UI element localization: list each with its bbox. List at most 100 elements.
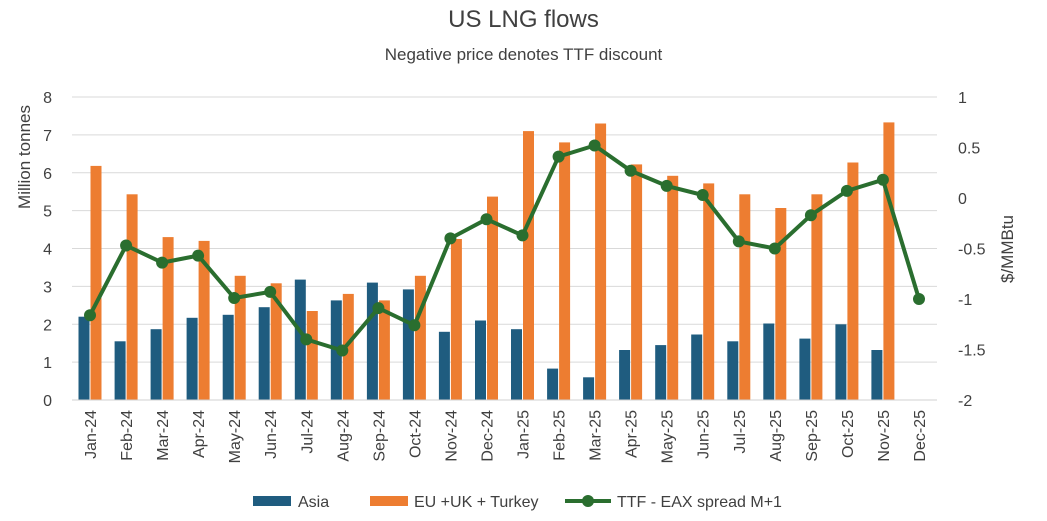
bar-asia-aug-25 [763, 323, 775, 400]
legend: Asia EU +UK + Turkey TTF - EAX spread M+… [253, 494, 782, 511]
chart-title: US LNG flows [448, 6, 599, 33]
spread-point-dec-24 [480, 213, 493, 226]
spread-point-mar-25 [588, 139, 601, 152]
bar-asia-may-24 [222, 314, 234, 400]
bar-asia-may-25 [655, 345, 667, 400]
spread-point-feb-24 [120, 239, 133, 252]
spread-point-jul-25 [732, 235, 745, 248]
x-tick-label: Oct-25 [840, 410, 857, 458]
y2-tick-label: 0 [958, 191, 967, 208]
bar-asia-feb-25 [547, 368, 559, 400]
bar-asia-apr-24 [186, 317, 198, 400]
y-tick-label: 5 [43, 204, 52, 221]
x-tick-label: Aug-24 [335, 410, 352, 462]
bar-eu-mar-25 [595, 123, 607, 400]
x-tick-label: Nov-25 [876, 410, 893, 462]
y2-tick-label: -1.5 [958, 343, 986, 360]
bar-eu-oct-25 [847, 162, 859, 400]
bar-series [78, 122, 895, 401]
spread-point-apr-25 [624, 164, 637, 177]
x-tick-label: Jun-24 [263, 410, 280, 459]
y-tick-label: 2 [43, 317, 52, 334]
chart-subtitle: Negative price denotes TTF discount [384, 45, 663, 64]
spread-point-may-25 [660, 179, 673, 192]
spread-point-aug-24 [336, 344, 349, 357]
legend-label-spread: TTF - EAX spread M+1 [617, 494, 782, 511]
y-tick-label: 0 [43, 393, 52, 410]
x-tick-label: Mar-24 [155, 410, 172, 461]
legend-marker-spread [582, 495, 594, 507]
spread-point-sep-24 [372, 302, 385, 315]
bar-asia-nov-24 [438, 331, 450, 400]
x-tick-label: Jan-25 [516, 410, 533, 459]
spread-point-mar-24 [156, 256, 169, 269]
bar-eu-aug-25 [775, 208, 787, 400]
bar-asia-nov-25 [871, 350, 883, 400]
y2-tick-label: 0.5 [958, 141, 980, 158]
bar-asia-jul-24 [294, 279, 306, 400]
bar-asia-jul-25 [727, 341, 739, 400]
x-tick-label: May-25 [660, 410, 677, 463]
bar-eu-jul-25 [739, 194, 751, 400]
spread-point-feb-25 [552, 150, 565, 163]
bar-eu-apr-25 [631, 164, 643, 400]
y-tick-label: 3 [43, 279, 52, 296]
bar-asia-mar-24 [150, 329, 162, 400]
bar-asia-jun-25 [691, 334, 703, 400]
bar-eu-apr-24 [198, 240, 210, 400]
spread-point-dec-25 [913, 293, 925, 305]
spread-point-nov-25 [876, 173, 889, 186]
spread-point-may-24 [228, 292, 241, 304]
bar-eu-sep-25 [811, 194, 823, 400]
y-axis-label: Million tonnes [15, 105, 34, 209]
bar-eu-jul-24 [306, 311, 318, 400]
spread-point-nov-24 [444, 232, 457, 245]
bar-eu-may-25 [667, 175, 679, 400]
bar-eu-may-24 [234, 275, 246, 400]
legend-label-eu: EU +UK + Turkey [414, 494, 539, 511]
bar-eu-jan-24 [90, 165, 102, 400]
spread-point-sep-25 [804, 209, 817, 222]
bar-eu-aug-24 [342, 293, 354, 400]
spread-point-jan-24 [84, 309, 96, 322]
spread-point-oct-24 [408, 319, 421, 332]
legend-label-asia: Asia [298, 494, 329, 511]
left-axis-ticks: 0 1 2 3 4 5 6 7 8 [43, 90, 52, 410]
x-tick-label: Feb-25 [552, 410, 569, 461]
x-tick-label: Dec-24 [480, 410, 497, 462]
bar-asia-jun-24 [258, 307, 270, 400]
spread-point-jun-25 [696, 189, 709, 201]
x-tick-label: Aug-25 [768, 410, 785, 462]
legend-swatch-asia [253, 496, 291, 506]
bar-asia-sep-25 [799, 338, 811, 400]
bar-eu-dec-24 [487, 196, 498, 400]
spread-point-apr-24 [192, 249, 205, 262]
bar-eu-sep-24 [378, 300, 390, 400]
x-tick-label: Sep-25 [804, 410, 821, 462]
x-tick-label: Jul-24 [299, 410, 316, 454]
bar-eu-nov-25 [883, 122, 895, 401]
x-tick-label: Jan-24 [83, 410, 100, 459]
x-tick-label: May-24 [227, 410, 244, 463]
gridlines [72, 96, 937, 363]
spread-line [88, 143, 921, 353]
y2-tick-label: 1 [958, 90, 967, 107]
bar-eu-oct-24 [414, 275, 426, 400]
spread-point-jul-24 [300, 333, 313, 346]
bar-asia-mar-25 [583, 377, 595, 400]
x-tick-label: Oct-24 [407, 410, 424, 458]
y-tick-label: 8 [43, 90, 52, 107]
bar-asia-oct-24 [402, 289, 414, 400]
x-tick-label: Feb-24 [119, 410, 136, 461]
x-axis-ticks: Jan-24 Feb-24 Mar-24 Apr-24 May-24 Jun-24 Jul-… [83, 410, 929, 463]
spread-point-jan-25 [516, 229, 529, 242]
bar-asia-apr-25 [619, 350, 631, 400]
x-tick-label: Apr-25 [624, 410, 641, 458]
spread-point-jun-24 [264, 285, 277, 298]
x-tick-label: Nov-24 [443, 410, 460, 462]
y-tick-label: 4 [43, 242, 52, 259]
bar-asia-oct-25 [835, 324, 847, 401]
bar-asia-dec-24 [475, 320, 486, 400]
bar-asia-jan-25 [511, 329, 522, 400]
